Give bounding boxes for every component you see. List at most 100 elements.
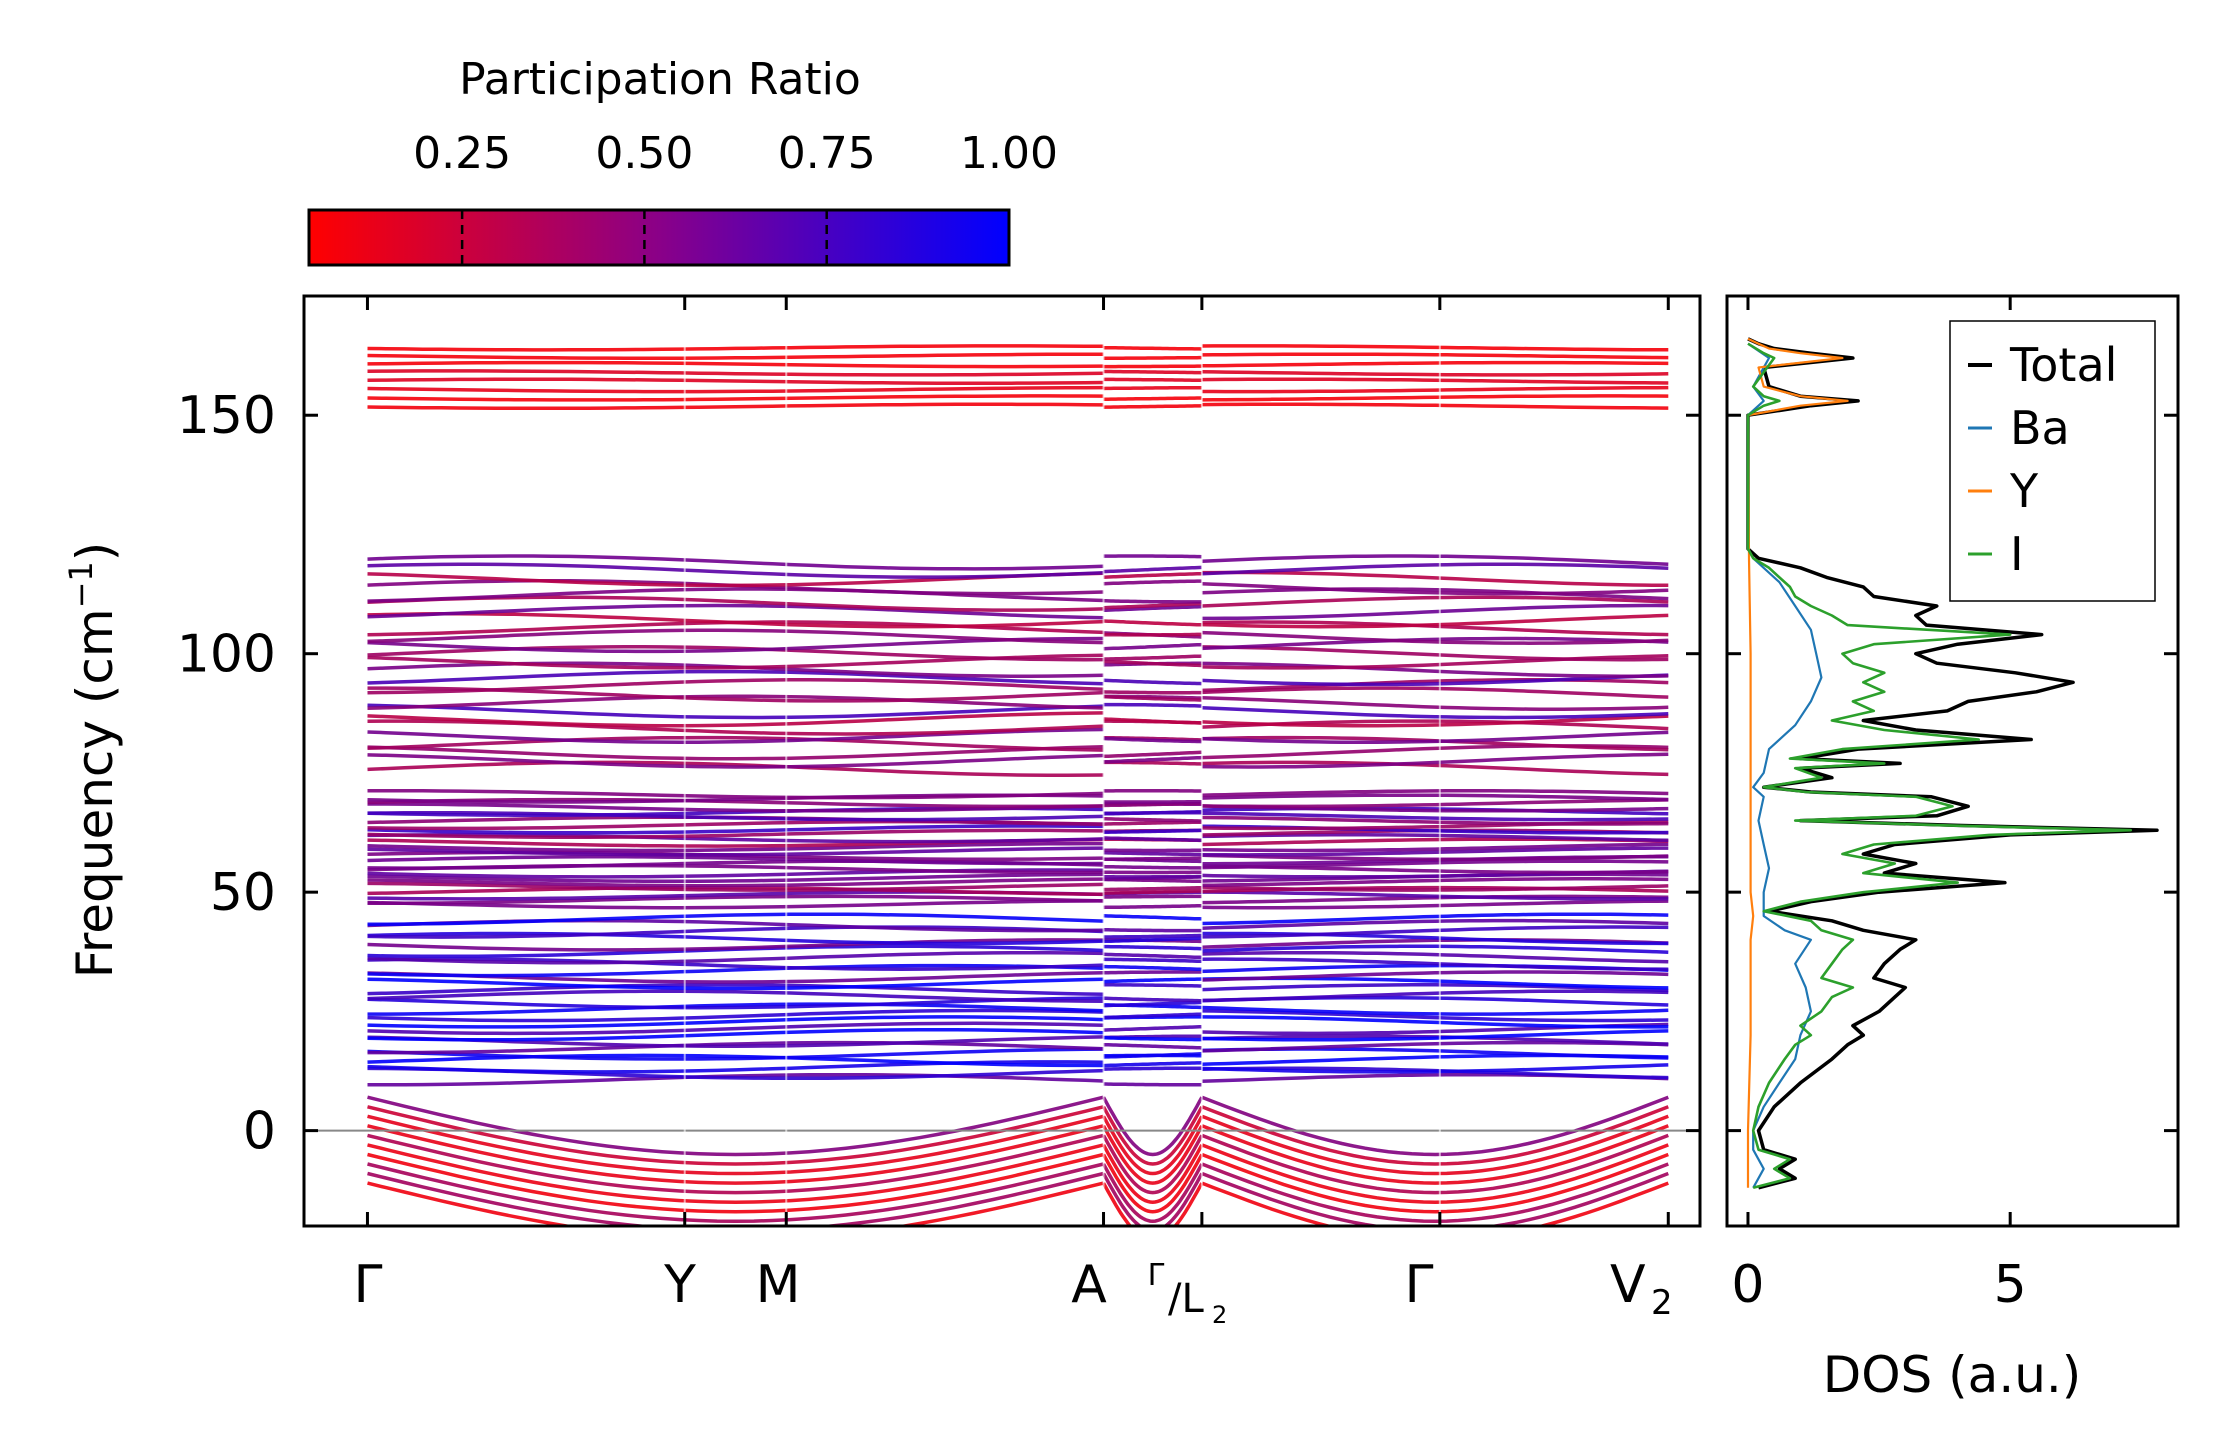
band-line (367, 694, 1104, 710)
legend-label-y: Y (2009, 464, 2039, 518)
band-line (1201, 613, 1669, 629)
band-line (1201, 730, 1669, 744)
y-axis-label: Frequency (cm−1) (62, 542, 124, 979)
band-line (1103, 970, 1202, 975)
band-line (367, 377, 1104, 386)
band-line (367, 885, 1104, 897)
band-line (1201, 714, 1669, 728)
band-line (367, 1053, 1104, 1068)
band-line (1103, 565, 1202, 574)
band-line (367, 894, 1104, 906)
x-tick-label-v: V (1610, 1255, 1646, 1315)
band-line (367, 989, 1104, 1003)
band-line (1103, 642, 1202, 651)
band-line (1103, 404, 1202, 409)
band-line (1101, 1124, 1204, 1185)
band-line (1103, 654, 1202, 661)
band-line (367, 977, 1104, 991)
band-line (367, 1162, 1104, 1223)
band-line (1103, 828, 1202, 834)
band-structure-panel: 0 50 100 150 Γ Y M A Γ /L 2 Γ V 2 Frequency… (62, 294, 1702, 1329)
band-line (367, 562, 1104, 579)
x-tick-label-y: Y (663, 1255, 696, 1315)
band-line (1103, 836, 1202, 842)
band-line (1103, 364, 1202, 369)
band-line (1201, 1015, 1669, 1029)
band-line (1103, 601, 1202, 610)
band-line (367, 1072, 1104, 1087)
colorbar-tick-label: 0.25 (413, 128, 511, 179)
band-line (367, 645, 1104, 662)
band-line (367, 1040, 1104, 1055)
band-line (1103, 736, 1202, 744)
band-line (367, 603, 1104, 620)
band-line (1201, 957, 1669, 971)
colorbar-label: Participation Ratio (459, 54, 861, 105)
band-line (367, 703, 1104, 720)
band-line (1101, 1172, 1204, 1226)
main-axes-frame (302, 294, 1702, 1228)
dos-axes-frame (1725, 294, 2180, 1228)
band-line (1201, 344, 1669, 352)
band-line (367, 802, 1104, 813)
band-line (1201, 811, 1669, 822)
band-line (367, 369, 1104, 377)
band-line (367, 1171, 1104, 1226)
band-line (1201, 570, 1669, 588)
colorbar-tick-label: 0.50 (595, 128, 693, 179)
x-tick-label-v-sub: 2 (1651, 1283, 1673, 1323)
band-line (367, 760, 1104, 777)
x-tick-label-v2: V 2 (1610, 1255, 1673, 1323)
band-line (1201, 1171, 1669, 1226)
dos-x-axis-label: DOS (a.u.) (1823, 1346, 2082, 1404)
band-line (367, 636, 1104, 654)
band-line (367, 877, 1104, 888)
band-line (1103, 377, 1202, 383)
band-line (1103, 1036, 1202, 1042)
band-line (367, 402, 1104, 411)
band-line (367, 587, 1104, 603)
x-tick-label-gamma: Γ (354, 1255, 383, 1315)
band-line (1103, 933, 1202, 939)
band-line (367, 719, 1104, 736)
dos-legend: Total Ba YI (1949, 320, 2156, 602)
band-line (1101, 1096, 1204, 1157)
band-line (1201, 853, 1669, 862)
band-line (1103, 750, 1202, 759)
band-line (1103, 717, 1202, 725)
band-line (1103, 369, 1202, 375)
band-line (1201, 950, 1669, 964)
band-line (1201, 360, 1669, 368)
band-line (1103, 694, 1202, 702)
band-line (1103, 856, 1202, 861)
band-line (367, 1002, 1104, 1016)
band-line (1201, 352, 1669, 360)
band-line (367, 899, 1104, 910)
band-line (1103, 1042, 1202, 1050)
dos-x-tick-label: 0 (1731, 1255, 1764, 1315)
band-line (367, 983, 1104, 997)
band-line (1103, 1066, 1202, 1071)
band-line (1201, 1181, 1669, 1226)
band-line (1103, 914, 1202, 921)
colorbar-tick-label: 0.75 (778, 128, 876, 179)
band-line (1103, 579, 1202, 586)
y-tick-label: 0 (243, 1102, 276, 1162)
band-line (1201, 581, 1669, 596)
band-line (1201, 877, 1669, 888)
band-line (367, 1047, 1104, 1061)
band-line (1103, 1082, 1202, 1087)
band-line (1103, 983, 1202, 988)
band-line (367, 855, 1104, 866)
band-line (367, 661, 1104, 678)
band-line (367, 925, 1104, 939)
band-line (1103, 889, 1202, 895)
band-line (367, 628, 1104, 645)
band-line (1201, 686, 1669, 699)
band-line (1201, 925, 1669, 939)
x-tick-label-m: M (756, 1255, 801, 1315)
y-tick-label: 50 (210, 863, 276, 923)
band-line (1103, 604, 1202, 613)
band-line (367, 1008, 1104, 1023)
band-line (367, 678, 1104, 695)
